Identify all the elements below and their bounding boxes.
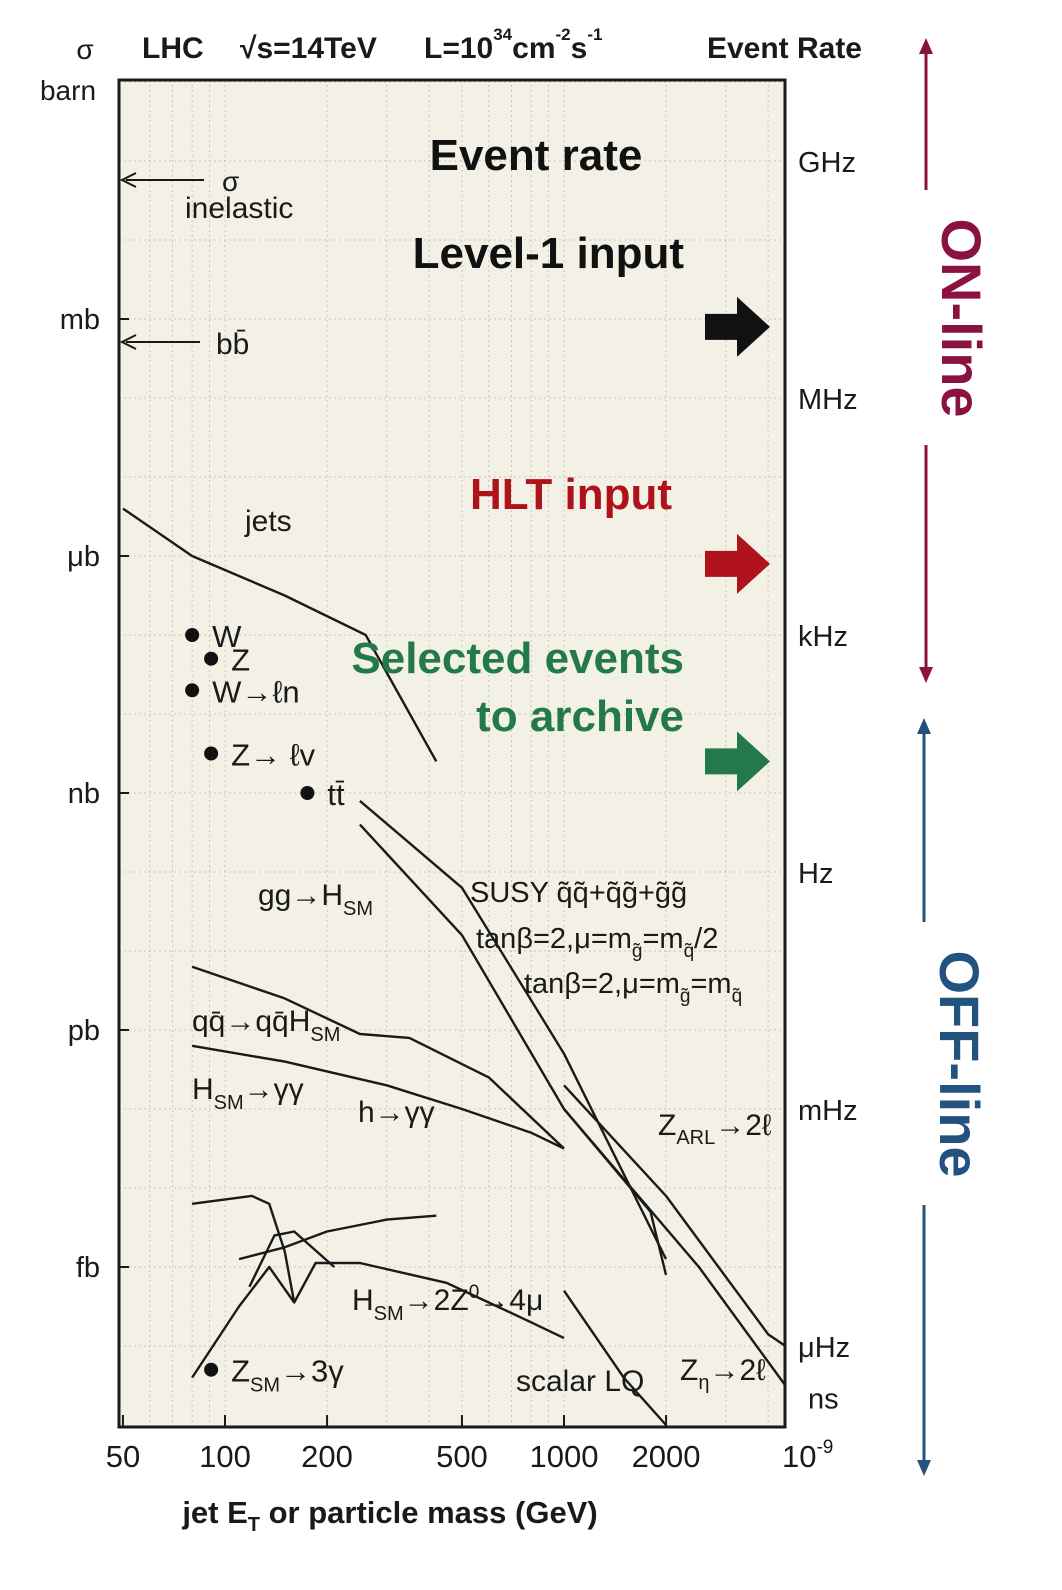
svg-text:σ: σ xyxy=(222,166,239,197)
curve-H-gammagamma xyxy=(191,1194,296,1303)
scalar-LQ-label: scalar LQ xyxy=(516,1365,644,1398)
y-tick-label-left: mb xyxy=(60,304,100,336)
x-tick-label: 500 xyxy=(436,1439,488,1474)
Z-ARL-label: ZARL→2ℓ xyxy=(658,1109,772,1149)
selected-events-label: Selected events xyxy=(351,634,684,683)
event-rate-header: Event Rate xyxy=(707,32,862,65)
point-Z xyxy=(204,651,219,666)
rate-arrow-selected xyxy=(705,731,770,792)
rate-arrows xyxy=(705,296,770,792)
susy-label-line1: SUSY q̃q̃+q̃g̃+g̃g̃ xyxy=(470,877,687,909)
level1-input-label: Level-1 input xyxy=(413,229,685,278)
hlt-input-label: HLT input xyxy=(470,470,672,519)
H-to-2Z-to-4mu-label: HSM→2Z0→4μ xyxy=(352,1282,543,1325)
series-layer xyxy=(122,507,787,1426)
y-tick-label-right: Hz xyxy=(798,858,833,890)
y-tick-label-right: kHz xyxy=(798,621,848,653)
right-strip-background xyxy=(785,68,885,1438)
y-tick-label-right: mHz xyxy=(798,1095,858,1127)
point-W xyxy=(185,628,200,642)
x-axis-title: jet ET or particle mass (GeV) xyxy=(181,1495,597,1536)
y-tick-label-right: GHz xyxy=(798,147,856,179)
offline-label: OFF-line xyxy=(928,950,991,1177)
point-Z-to-lv xyxy=(204,746,219,761)
point-label-ttbar: tt̄ xyxy=(327,777,345,812)
y-tick-label-left: fb xyxy=(76,1252,100,1284)
curve-scalar-LQ xyxy=(563,1290,667,1426)
x-tick-label: 100 xyxy=(199,1439,251,1474)
curve-H-ZZ-low xyxy=(248,1230,335,1288)
curve-h-gammagamma xyxy=(238,1214,437,1261)
bbbar-marker: bb̄ xyxy=(119,328,249,361)
x-tick-label: 50 xyxy=(106,1439,140,1474)
point-ttbar xyxy=(300,786,315,800)
x-tick-label: 1000 xyxy=(530,1439,599,1474)
x-right-label: 10-9 xyxy=(782,1437,833,1474)
offline-indicator: OFF-line xyxy=(917,718,991,1476)
online-indicator: ON-line xyxy=(919,38,993,683)
luminosity-header: L=1034cm-2s-1 xyxy=(424,25,602,65)
rate-arrow-hlt xyxy=(705,533,770,594)
point-label-W-to-ln: W→ℓn xyxy=(212,674,300,709)
point-label-Z-to-lv: Z→ ℓv xyxy=(231,738,316,773)
rate-arrow-level1 xyxy=(705,296,770,357)
point-label-Z: Z xyxy=(231,643,250,678)
y-tick-label-right: ns xyxy=(808,1383,839,1415)
points-layer: WZW→ℓn Z→ ℓv tt̄ ZSM→3γ xyxy=(185,619,345,1397)
qq-to-qqH-label: qq̄→qq̄HSM xyxy=(192,1005,340,1046)
plot-frame xyxy=(117,78,787,1429)
y-tick-label-left: μb xyxy=(67,541,100,573)
susy-label-line3: tanβ=2,μ=mg̃=mq̃ xyxy=(524,968,742,1007)
gg-to-H-label: gg→HSM xyxy=(258,879,373,920)
point-W-to-ln xyxy=(185,683,200,698)
sigma-header: σ xyxy=(76,34,93,65)
y-tick-label-right: MHz xyxy=(798,384,858,416)
point-label-W: W xyxy=(212,619,242,654)
to-archive-label: to archive xyxy=(476,692,684,741)
curve-gg-H xyxy=(191,965,565,1150)
tick-layer: 50 100 200 500 1000 2000 10-9 mb μb nb pb fb GHz MHz k… xyxy=(60,147,858,1474)
y-tick-label-left: pb xyxy=(68,1015,100,1047)
svg-text:bb̄: bb̄ xyxy=(216,328,249,361)
Z-eta-label: Zη→2ℓ xyxy=(680,1354,766,1394)
curve-Z-ARL xyxy=(563,1084,787,1347)
x-tick-label: 200 xyxy=(301,1439,353,1474)
point-label-Z-SM-3gamma: ZSM→3γ xyxy=(231,1354,344,1397)
lhc-header: LHC xyxy=(142,32,204,65)
plot-area xyxy=(119,80,785,1427)
barn-header: barn xyxy=(40,75,96,106)
point-Z-SM-3gamma xyxy=(204,1362,219,1377)
online-label: ON-line xyxy=(930,218,993,417)
sigma-inelastic-marker: σ inelastic xyxy=(119,166,293,225)
jets-label: jets xyxy=(244,505,292,538)
grid-lines xyxy=(119,80,785,1427)
curve-H-2Z-4mu xyxy=(191,1261,565,1379)
susy-label-line2: tanβ=2,μ=mg̃=mq̃/2 xyxy=(476,923,718,962)
h-to-gammagamma-label: h→γγ xyxy=(358,1096,435,1129)
curve-qq-qqH xyxy=(191,1044,565,1150)
svg-text:inelastic: inelastic xyxy=(185,192,293,225)
curve-jets xyxy=(122,507,438,762)
y-tick-label-left: nb xyxy=(68,778,100,810)
x-tick-label: 2000 xyxy=(632,1439,701,1474)
curve-Z-eta xyxy=(563,1108,787,1387)
curve-SUSY-1 xyxy=(359,799,668,1260)
y-tick-label-right: μHz xyxy=(798,1332,850,1364)
H-to-gammagamma-label: HSM→γγ xyxy=(192,1073,304,1114)
energy-header: √s=14TeV xyxy=(240,32,377,65)
event-rate-title: Event rate xyxy=(430,131,643,180)
